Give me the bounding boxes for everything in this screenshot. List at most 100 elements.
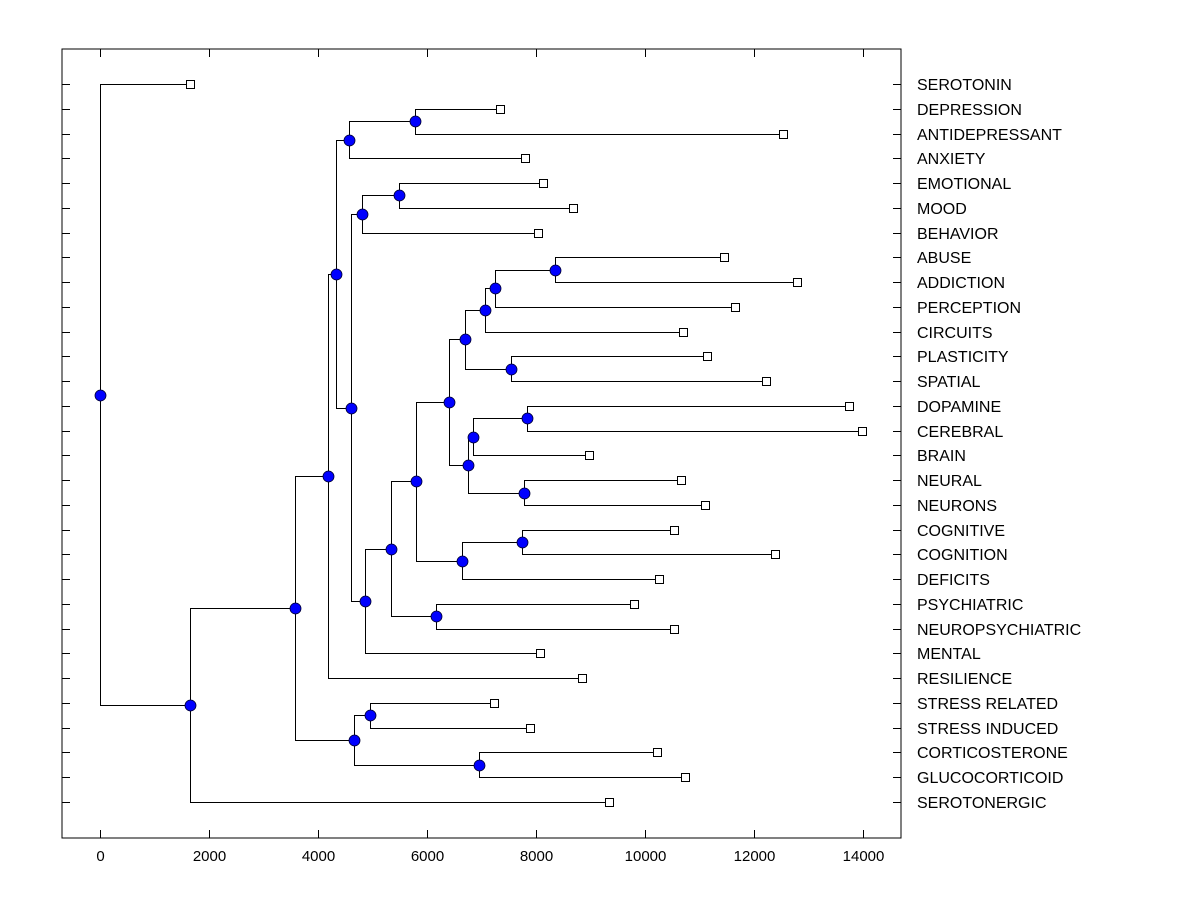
- branch-n22-n21: [336, 274, 352, 409]
- leaf-labels: SEROTONIN DEPRESSION ANTIDEPRESSANT ANXIETY…: [917, 77, 1081, 812]
- branch-n12-L16: [524, 480, 682, 494]
- leaf-marker: [701, 501, 710, 510]
- branch-n16-L20: [462, 561, 660, 580]
- branch-n26-n25: [354, 740, 480, 766]
- branch-n18-L22: [436, 616, 675, 630]
- x-tick-label: 4000: [302, 848, 335, 865]
- branch-n10-L13: [527, 406, 850, 419]
- cluster-node: [348, 734, 361, 747]
- leaf-marker: [845, 402, 854, 411]
- cluster-node: [393, 189, 406, 202]
- cluster-node: [462, 459, 475, 472]
- leaf-label: STRESS RELATED: [917, 696, 1058, 713]
- leaf-label: ABUSE: [917, 250, 971, 267]
- leaf-marker: [605, 798, 614, 807]
- leaf-marker: [653, 748, 662, 757]
- cluster-node: [456, 555, 469, 568]
- cluster-node: [345, 402, 358, 415]
- x-tick-label: 12000: [734, 848, 776, 865]
- cluster-node: [505, 363, 518, 376]
- branch-n12-L17: [524, 493, 706, 506]
- leaf-label: BEHAVIOR: [917, 226, 999, 243]
- leaf-marker: [679, 328, 688, 337]
- branch-root-L0: [100, 84, 191, 396]
- branch-n5-L7: [555, 257, 725, 271]
- branch-n20-L23: [365, 601, 541, 654]
- branch-n28-L29: [190, 705, 610, 803]
- leaf-marker: [762, 377, 771, 386]
- cluster-node: [330, 268, 343, 281]
- branch-n13-n12: [468, 465, 525, 494]
- leaf-marker: [703, 352, 712, 361]
- branch-n18-L21: [436, 604, 635, 617]
- branch-n10-L14: [527, 418, 863, 432]
- branch-n1-L1: [415, 109, 501, 122]
- leaf-marker: [779, 130, 788, 139]
- branch-n15-L19: [522, 542, 776, 555]
- leaf-marker: [677, 476, 686, 485]
- branch-n3-L4: [399, 183, 544, 196]
- cluster-node: [489, 282, 502, 295]
- cluster-node: [322, 470, 335, 483]
- leaf-marker: [490, 699, 499, 708]
- cluster-node: [473, 759, 486, 772]
- leaf-marker: [526, 724, 535, 733]
- x-axis-tick-labels: 0 2000 4000 6000 8000 10000 12000 14000: [96, 848, 884, 865]
- cluster-node: [467, 431, 480, 444]
- branch-n27-n26: [295, 608, 355, 741]
- leaf-label: DEFICITS: [917, 572, 990, 589]
- cluster-node: [443, 396, 456, 409]
- cluster-node: [518, 487, 531, 500]
- leaf-label: MENTAL: [917, 646, 981, 663]
- branch-n2-L3: [349, 140, 526, 159]
- branch-n19-n18: [391, 549, 437, 617]
- branch-n1-L2: [415, 121, 784, 135]
- leaf-label: NEUROPSYCHIATRIC: [917, 622, 1081, 639]
- branch-n2-n1: [349, 121, 416, 141]
- cluster-node: [549, 264, 562, 277]
- cluster-node: [479, 304, 492, 317]
- branch-n9-n8: [465, 339, 512, 370]
- leaf-label: PERCEPTION: [917, 300, 1021, 317]
- cluster-node: [94, 389, 107, 402]
- branch-n6-n5: [495, 270, 556, 289]
- leaf-marker: [585, 451, 594, 460]
- branch-n11-L15: [473, 437, 590, 456]
- leaf-marker: [771, 550, 780, 559]
- branch-n23-n22: [328, 274, 337, 477]
- x-tick-label: 6000: [411, 848, 444, 865]
- branch-n28-n27: [190, 608, 296, 706]
- leaf-label: CEREBRAL: [917, 424, 1003, 441]
- leaf-label: RESILIENCE: [917, 671, 1012, 688]
- leaf-label: PSYCHIATRIC: [917, 597, 1023, 614]
- branch-n17-n14: [416, 402, 450, 482]
- leaf-marker: [858, 427, 867, 436]
- leaf-label: ANTIDEPRESSANT: [917, 127, 1062, 144]
- leaf-label: CORTICOSTERONE: [917, 745, 1068, 762]
- leaf-marker: [536, 649, 545, 658]
- leaf-label: COGNITION: [917, 547, 1008, 564]
- branch-n21-n4: [351, 214, 363, 409]
- cluster-node: [359, 595, 372, 608]
- branch-n4-n3: [362, 195, 400, 215]
- x-tick-label: 10000: [625, 848, 667, 865]
- leaf-marker: [569, 204, 578, 213]
- cluster-node: [385, 543, 398, 556]
- branch-n4-L6: [362, 214, 539, 234]
- cluster-node: [459, 333, 472, 346]
- branch-n25-L28: [479, 765, 686, 778]
- cluster-node: [343, 134, 356, 147]
- leaf-label: BRAIN: [917, 448, 966, 465]
- cluster-node: [430, 610, 443, 623]
- branch-root-n28: [100, 395, 191, 706]
- leaf-marker: [521, 154, 530, 163]
- cluster-node: [409, 115, 422, 128]
- leaf-marker: [578, 674, 587, 683]
- leaf-marker: [496, 105, 505, 114]
- leaf-marker: [630, 600, 639, 609]
- branch-n6-L9: [495, 288, 736, 308]
- leaf-label: DEPRESSION: [917, 102, 1022, 119]
- leaf-marker: [793, 278, 802, 287]
- branch-n14-n9: [449, 339, 466, 403]
